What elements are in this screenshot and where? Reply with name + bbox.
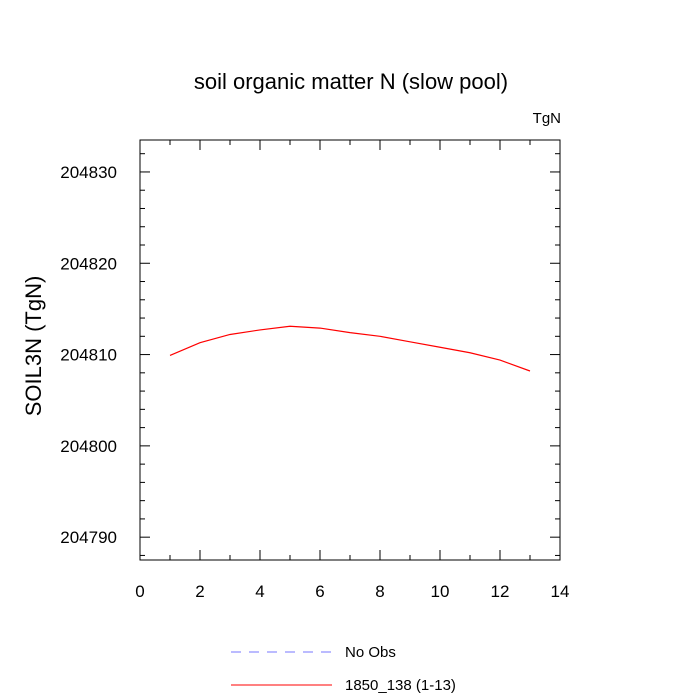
data-point — [229, 333, 232, 336]
data-point — [199, 341, 202, 344]
data-point — [439, 346, 442, 349]
y-tick-label: 204790 — [60, 528, 117, 547]
data-point — [169, 354, 172, 357]
data-point — [259, 328, 262, 331]
data-point — [469, 351, 472, 354]
plot-frame — [139, 139, 561, 561]
legend: No Obs 1850_138 (1-13) — [231, 644, 456, 694]
data-point — [529, 370, 532, 373]
series-line-1 — [169, 325, 531, 372]
x-tick-label: 14 — [551, 582, 570, 601]
x-tick-label: 4 — [255, 582, 264, 601]
y-tick-label: 204800 — [60, 437, 117, 456]
y-tick-label: 204830 — [60, 163, 117, 182]
data-point — [349, 331, 352, 334]
data-point — [319, 327, 322, 330]
series-layer — [169, 325, 532, 373]
x-tick-label: 10 — [431, 582, 450, 601]
units-label: TgN — [533, 110, 561, 127]
data-point — [409, 340, 412, 343]
x-tick-label: 0 — [135, 582, 144, 601]
legend-label: 1850_138 (1-13) — [345, 677, 456, 694]
y-tick-label: 204810 — [60, 346, 117, 365]
data-point — [499, 359, 502, 362]
x-tick-label: 8 — [375, 582, 384, 601]
data-point — [289, 325, 292, 328]
y-axis-label: SOIL3N (TgN) — [21, 276, 46, 417]
y-tick-label: 204820 — [60, 254, 117, 273]
axis-ticks: 0 2 4 6 8 10 12 14 204790 204800 204810 204820 20483… — [60, 140, 569, 601]
legend-label: No Obs — [345, 644, 396, 661]
x-tick-label: 2 — [195, 582, 204, 601]
x-tick-label: 12 — [491, 582, 510, 601]
x-tick-label: 6 — [315, 582, 324, 601]
data-point — [379, 335, 382, 338]
chart-title: soil organic matter N (slow pool) — [194, 69, 508, 94]
